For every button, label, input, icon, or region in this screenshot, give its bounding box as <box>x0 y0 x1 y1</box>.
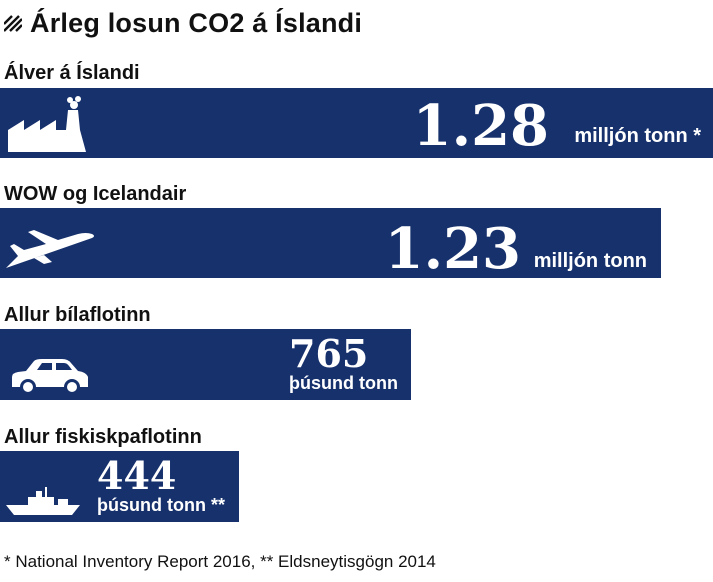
bar-label-fiskiskpaflotinn: Allur fiskiskpaflotinn <box>4 426 202 448</box>
factory-icon <box>8 96 86 152</box>
bar-unit-alver: milljón tonn * <box>574 125 701 147</box>
bar-value-alver: 1.28 <box>412 93 549 159</box>
chart-title: Árleg losun CO2 á Íslandi <box>30 7 363 38</box>
bar-fiskiskpaflotinn: 444 þúsund tonn ** <box>0 451 239 522</box>
bar-label-alver: Álver á Íslandi <box>4 62 140 84</box>
ship-icon <box>6 487 80 515</box>
bar-alver: 1.28 milljón tonn * <box>0 88 713 158</box>
airplane-icon <box>6 230 94 268</box>
bar-value-fiskiskpaflotinn: 444 <box>97 453 177 498</box>
title-row: Árleg losun CO2 á Íslandi <box>4 6 362 40</box>
bar-wow: 1.23 milljón tonn <box>0 208 661 278</box>
bar-unit-bilaflotinn: þúsund tonn <box>289 373 398 393</box>
bar-value-wow: 1.23 <box>384 216 521 282</box>
bar-unit-fiskiskpaflotinn: þúsund tonn ** <box>97 495 225 515</box>
bar-unit-wow: milljón tonn <box>533 250 647 272</box>
car-icon <box>12 359 88 395</box>
bar-value-bilaflotinn: 765 <box>289 331 369 376</box>
bar-bilaflotinn: 765 þúsund tonn <box>0 329 411 400</box>
bar-label-wow: WOW og Icelandair <box>4 183 187 205</box>
bar-label-bilaflotinn: Allur bílaflotinn <box>4 304 151 326</box>
footnote: * National Inventory Report 2016, ** Eld… <box>4 552 436 571</box>
hatch-icon <box>4 15 22 32</box>
